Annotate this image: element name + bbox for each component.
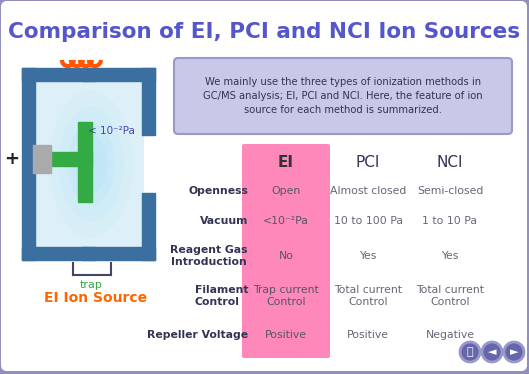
Text: trap: trap	[80, 280, 103, 290]
Text: Open: Open	[271, 186, 300, 196]
Text: ⏮: ⏮	[467, 347, 473, 357]
Circle shape	[482, 342, 502, 362]
Text: We mainly use the three types of ionization methods in
GC/MS analysis; EI, PCI a: We mainly use the three types of ionizat…	[203, 77, 483, 115]
FancyBboxPatch shape	[33, 79, 144, 249]
Text: Yes: Yes	[359, 251, 377, 261]
Text: 1 to 10 Pa: 1 to 10 Pa	[423, 216, 478, 226]
Text: Semi-closed: Semi-closed	[417, 186, 483, 196]
Ellipse shape	[59, 107, 124, 221]
FancyBboxPatch shape	[174, 58, 512, 134]
Bar	[78, 122, 92, 202]
Ellipse shape	[68, 123, 114, 205]
Text: Reagent Gas
Introduction: Reagent Gas Introduction	[170, 245, 248, 267]
Text: Positive: Positive	[265, 330, 307, 340]
Bar	[142, 193, 155, 260]
Ellipse shape	[49, 91, 133, 237]
Text: Negative: Negative	[425, 330, 475, 340]
Text: Filament
Control: Filament Control	[195, 285, 248, 307]
Bar	[22, 68, 35, 260]
Circle shape	[460, 342, 480, 362]
Text: Total current
Control: Total current Control	[416, 285, 484, 307]
Bar	[142, 68, 155, 135]
Text: EI Ion Source: EI Ion Source	[43, 291, 147, 305]
Bar	[35, 152, 92, 166]
Text: Openness: Openness	[188, 186, 248, 196]
Text: 10 to 100 Pa: 10 to 100 Pa	[333, 216, 403, 226]
Bar	[82, 247, 155, 260]
Text: Total current
Control: Total current Control	[334, 285, 402, 307]
Text: <10⁻²Pa: <10⁻²Pa	[263, 216, 309, 226]
Text: < 10⁻²Pa: < 10⁻²Pa	[88, 126, 134, 137]
Text: ►: ►	[510, 347, 518, 357]
Text: No: No	[278, 251, 294, 261]
Bar	[33, 145, 51, 173]
Bar	[82, 68, 155, 81]
Text: +: +	[5, 150, 20, 168]
Text: Yes: Yes	[441, 251, 459, 261]
Text: PCI: PCI	[356, 154, 380, 169]
Text: Almost closed: Almost closed	[330, 186, 406, 196]
Bar	[22, 68, 95, 81]
Bar	[22, 247, 95, 260]
Text: Repeller Voltage: Repeller Voltage	[147, 330, 248, 340]
Text: Trap current
Control: Trap current Control	[253, 285, 319, 307]
Ellipse shape	[75, 135, 107, 193]
FancyBboxPatch shape	[242, 144, 330, 358]
Text: EI: EI	[278, 154, 294, 169]
Text: Positive: Positive	[347, 330, 389, 340]
Circle shape	[504, 342, 524, 362]
Text: NCI: NCI	[437, 154, 463, 169]
Text: Comparison of EI, PCI and NCI Ion Sources: Comparison of EI, PCI and NCI Ion Source…	[8, 22, 520, 42]
Text: ◄: ◄	[488, 347, 496, 357]
Text: Vacuum: Vacuum	[199, 216, 248, 226]
